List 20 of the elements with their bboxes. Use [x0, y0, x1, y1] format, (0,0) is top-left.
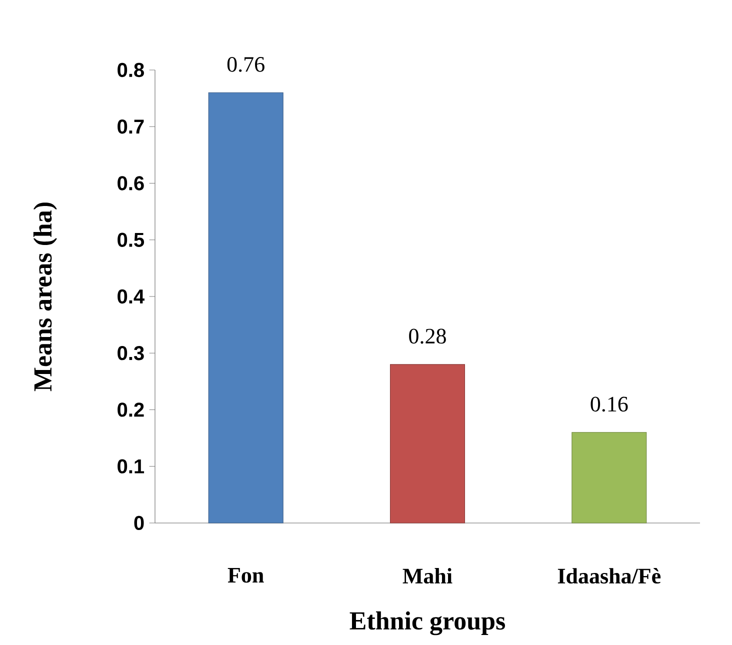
x-axis-title: Ethnic groups — [350, 611, 505, 636]
y-tick-label: 0.2 — [118, 402, 144, 417]
bar — [572, 432, 647, 524]
y-tick-label: 0.3 — [118, 346, 144, 360]
y-tick-label: 0 — [134, 516, 144, 530]
y-tick-label: 0.8 — [118, 62, 144, 78]
y-tick-label: 0.5 — [118, 232, 144, 247]
y-tick-label: 0.7 — [118, 120, 144, 134]
x-tick-label: Mahi — [402, 568, 452, 584]
y-axis-title: Means areas (ha) — [33, 202, 57, 392]
y-tick-label: 0.4 — [118, 289, 144, 304]
y-tick-label: 0.1 — [118, 459, 144, 474]
bar — [208, 92, 284, 524]
bar — [390, 364, 466, 524]
x-tick-label: Fon — [228, 568, 264, 583]
x-tick-label: Idaasha/Fè — [558, 568, 661, 584]
y-tick-label: 0.6 — [118, 176, 144, 190]
data-label: 0.16 — [590, 396, 628, 412]
data-label: 0.28 — [409, 328, 446, 344]
data-label: 0.76 — [227, 56, 264, 72]
